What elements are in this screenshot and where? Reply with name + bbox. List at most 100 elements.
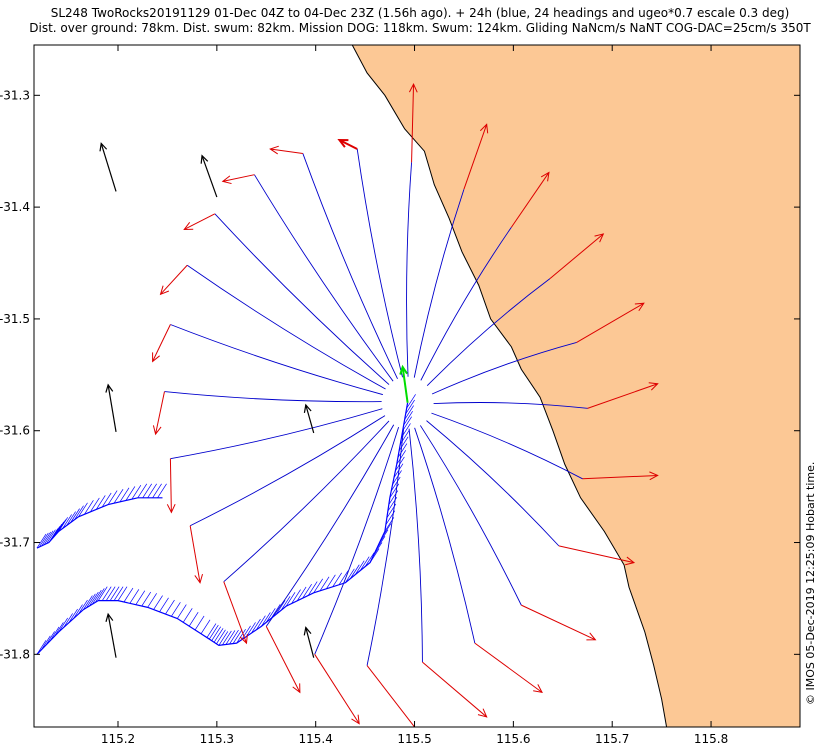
glider-dac-track-vector	[296, 586, 307, 602]
heading-arrow-3-head	[594, 233, 605, 243]
glider-dac-track-vector	[398, 436, 409, 452]
heading-arrow-13-shaft	[265, 626, 301, 693]
forecast-track-22	[302, 153, 398, 379]
heading-arrow-13	[265, 626, 301, 694]
forecast-track-17	[164, 391, 382, 403]
x-tick-label: 115.5	[397, 732, 431, 746]
glider-dac-track-vector	[153, 595, 163, 610]
glider-dac-track-vector	[285, 592, 296, 607]
current-vector-2-head	[105, 383, 114, 393]
glider-dac-track-vector	[147, 593, 157, 608]
glider-dac-track-vector	[129, 589, 140, 604]
glider-dac-track-vector	[372, 542, 383, 557]
glider-dac-track-vector	[307, 581, 318, 596]
glider-dac-track-vector	[270, 604, 281, 619]
glider-dac-track-vector	[404, 405, 414, 420]
current-vector-0-shaft	[100, 143, 117, 192]
heading-arrow-21-shaft	[222, 174, 255, 182]
glider-dac-track-vector	[291, 589, 301, 604]
glider-dac-track-vector	[83, 595, 93, 610]
heading-arrow-3-shaft	[549, 233, 604, 280]
glider-dac-track-vector	[386, 503, 397, 519]
glider-heading-arrow-shaft	[401, 366, 409, 403]
forecast-track-9	[414, 427, 476, 644]
forecast-track-6	[431, 412, 583, 480]
current-vector-0	[99, 142, 117, 192]
heading-arrow-1	[463, 123, 489, 190]
glider-dac-track-vector	[117, 586, 128, 601]
glider-dac-track-vector	[401, 423, 411, 438]
glider-dac-track-vector	[302, 584, 312, 599]
heading-arrow-2	[510, 171, 550, 228]
forecast-track-15	[189, 415, 386, 527]
glider-dac-track-west-vector	[147, 483, 157, 498]
glider-dac-track-vector	[390, 476, 401, 492]
y-tick-label: -31.6	[0, 424, 30, 438]
glider-dac-track-west-vector	[78, 502, 88, 517]
chart-title-line2: Dist. over ground: 78km. Dist. swum: 82k…	[29, 21, 811, 35]
forecast-track-12	[314, 427, 400, 655]
heading-arrow-0	[408, 82, 418, 163]
glider-dac-track-vector	[105, 586, 116, 601]
heading-arrow-14-head	[239, 634, 248, 645]
glider-dac-track-vector	[369, 548, 380, 563]
current-vector-2	[105, 383, 117, 432]
glider-dac-track-west-vector	[50, 526, 61, 541]
heading-arrow-12-shaft	[314, 654, 360, 724]
glider-dac-track-vector	[251, 618, 261, 634]
glider-dac-track-vector	[182, 608, 193, 623]
glider-dac-track-vector	[188, 611, 199, 627]
heading-arrow-18-shaft	[152, 324, 171, 362]
y-tick-label: -31.7	[0, 536, 30, 550]
glider-dac-track-vector	[319, 576, 330, 592]
glider-dac-track-vector	[225, 630, 236, 645]
glider-dac-track-west-vector	[142, 483, 153, 498]
heading-arrow-3	[549, 233, 605, 280]
glider-dac-track-vector	[171, 602, 181, 617]
glider-dac-track-vector	[135, 590, 146, 605]
x-tick-label: 115.3	[200, 732, 234, 746]
x-tick-label: 115.8	[694, 732, 728, 746]
heading-arrow-1-head	[479, 123, 489, 134]
heading-arrow-13-head	[292, 683, 301, 694]
current-vector-4-shaft	[107, 613, 117, 658]
glider-dac-track-vector	[73, 604, 83, 619]
current-vector-1	[200, 154, 218, 198]
glider-dac-track-vector	[218, 631, 229, 646]
glider-dac-track-vector	[400, 429, 410, 445]
heading-arrow-6	[582, 471, 659, 481]
forecast-track-5	[433, 402, 588, 409]
glider-dac-track-vector	[159, 597, 169, 613]
y-tick-label: -31.5	[0, 312, 30, 326]
current-vector-5-head	[303, 626, 312, 636]
heading-arrow-2-shaft	[510, 172, 550, 228]
heading-arrow-7	[558, 545, 636, 566]
glider-dac-track-vector	[349, 564, 360, 579]
glider-dac-track-vector	[206, 623, 217, 638]
glider-dac-track-west-vector	[107, 490, 118, 505]
glider-dac-track-vector	[396, 450, 407, 465]
current-vector-3-head	[303, 403, 312, 413]
forecast-track-4	[431, 341, 577, 395]
glider-dac-track-west-vector	[125, 486, 136, 501]
glider-dac-track-vector	[101, 586, 112, 601]
glider-dac-track-west-vector	[54, 521, 65, 537]
glider-dac-track-vector	[229, 629, 239, 645]
current-vector-1-shaft	[201, 155, 218, 198]
x-tick-label: 115.7	[595, 732, 629, 746]
glider-dac-track-vector	[392, 470, 402, 485]
heading-arrow-16-shaft	[169, 458, 172, 513]
heading-arrow-2-head	[540, 171, 550, 182]
glider-dac-track-vector	[275, 600, 286, 615]
heading-arrow-7-shaft	[558, 545, 635, 564]
forecast-track-13	[265, 424, 395, 627]
glider-dac-track-vector	[232, 629, 243, 644]
forecast-track-8	[419, 425, 522, 606]
glider-dac-track-vector	[94, 588, 105, 603]
heading-arrow-8-shaft	[521, 604, 596, 641]
y-tick-label: -31.8	[0, 647, 30, 661]
heading-arrow-0-shaft	[411, 84, 415, 163]
glider-dac-track-west-vector	[74, 505, 84, 520]
axes-frame	[33, 44, 801, 728]
glider-dac-track-west-vector	[41, 531, 52, 547]
